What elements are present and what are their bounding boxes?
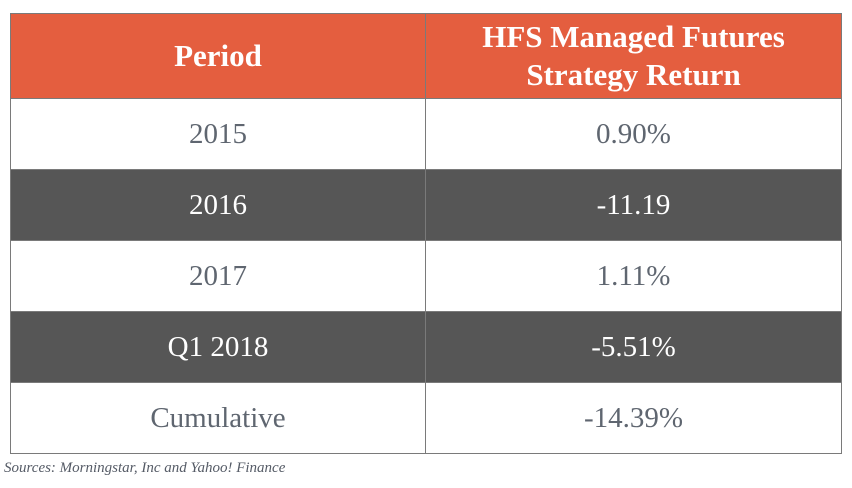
table-row: 2017 1.11% [10,240,842,312]
period-header-label: Period [174,38,262,73]
period-cell: Cumulative [10,382,426,454]
period-cell: 2017 [10,240,426,312]
period-cell: Q1 2018 [10,311,426,383]
return-header: HFS Managed Futures Strategy Return [425,13,842,99]
period-header: Period [10,13,426,99]
table-row: Q1 2018 -5.51% [10,311,842,383]
return-cell: -14.39% [425,382,842,454]
table-row: Cumulative -14.39% [10,382,842,454]
period-cell: 2016 [10,169,426,241]
table-header-row: Period HFS Managed Futures Strategy Retu… [10,13,842,99]
source-note: Sources: Morningstar, Inc and Yahoo! Fin… [4,460,286,476]
return-cell: -5.51% [425,311,842,383]
return-cell: 0.90% [425,98,842,170]
return-header-line-1: HFS Managed Futures [482,19,785,54]
returns-table: Period HFS Managed Futures Strategy Retu… [10,13,842,454]
return-header-line-2: Strategy Return [526,57,741,92]
return-cell: 1.11% [425,240,842,312]
table-row: 2016 -11.19 [10,169,842,241]
return-cell: -11.19 [425,169,842,241]
period-cell: 2015 [10,98,426,170]
table-row: 2015 0.90% [10,98,842,170]
